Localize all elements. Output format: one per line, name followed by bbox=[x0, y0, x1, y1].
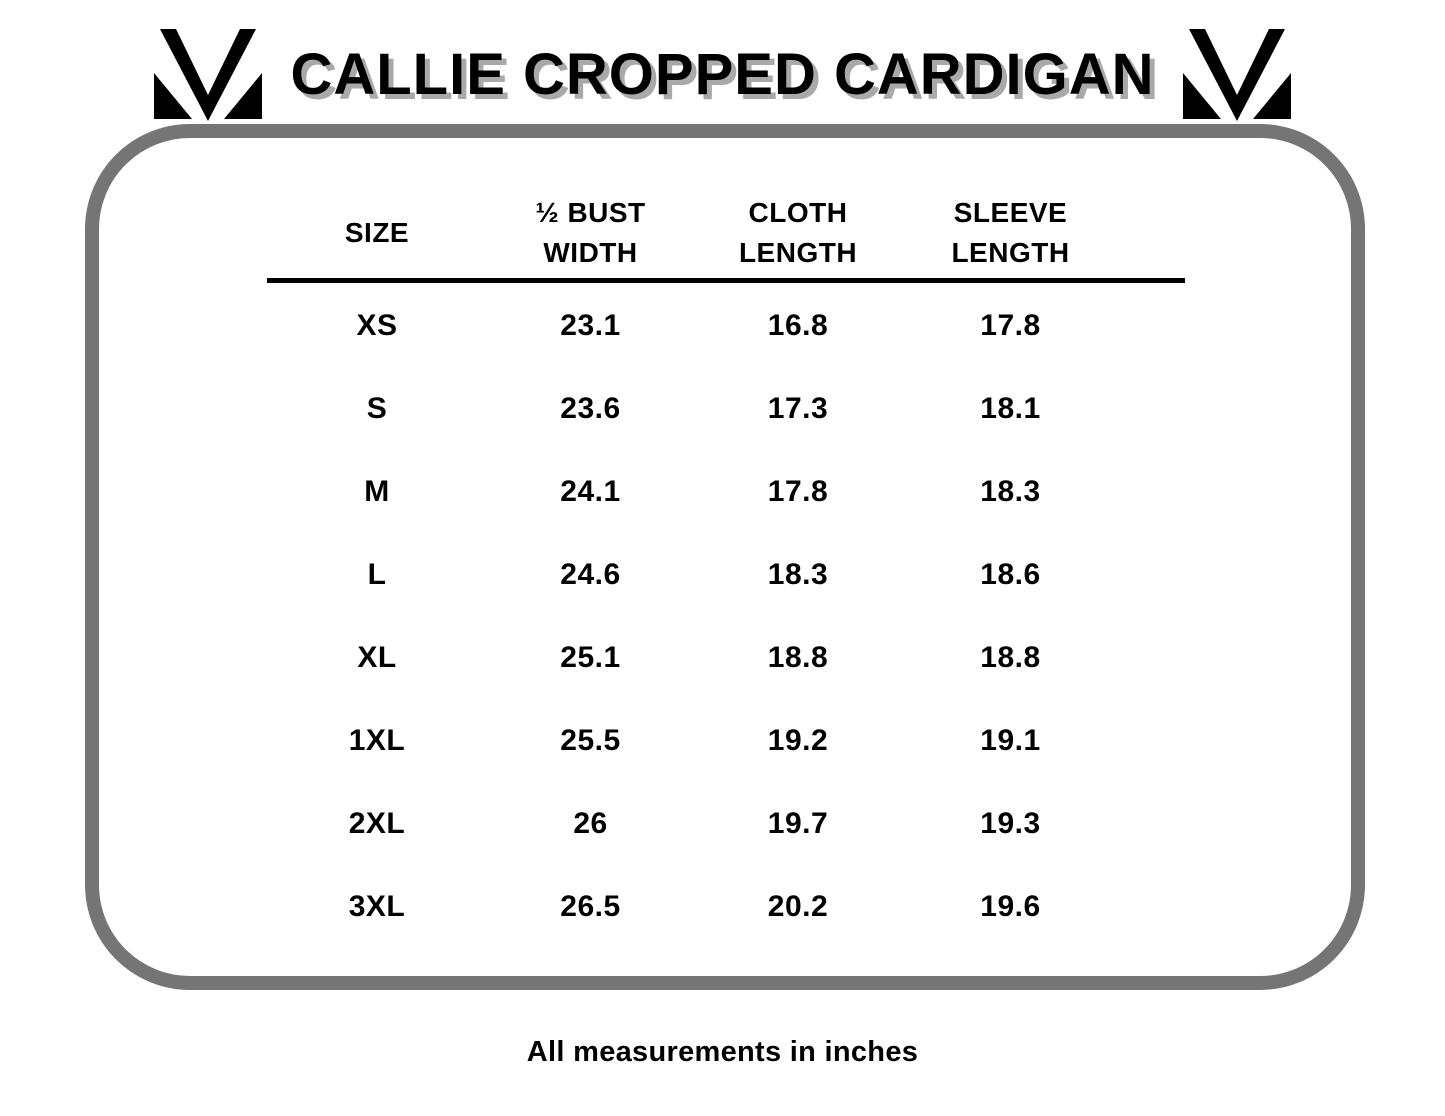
column-header-line: LENGTH bbox=[738, 237, 858, 268]
cloth-cell: 17.8 bbox=[767, 474, 829, 508]
bust-cell: 25.1 bbox=[560, 640, 621, 674]
sleeve-cell: 17.8 bbox=[980, 308, 1041, 342]
cloth-cell: 19.2 bbox=[767, 723, 829, 757]
sleeve-cell: 19.3 bbox=[980, 806, 1041, 840]
size-cell: XL bbox=[357, 640, 397, 674]
sleeve-cell: 19.1 bbox=[980, 723, 1041, 757]
size-cell: M bbox=[364, 474, 390, 508]
cloth-cell: 20.2 bbox=[767, 889, 829, 923]
column-header-line: SLEEVE bbox=[953, 197, 1068, 228]
bust-cell: 24.1 bbox=[560, 474, 621, 508]
table-row: XL 25.1 18.8 18.8 bbox=[267, 616, 1185, 699]
table-row: 2XL 26 19.7 19.3 bbox=[267, 782, 1185, 865]
header-divider-line bbox=[267, 278, 1185, 283]
size-cell: 1XL bbox=[348, 723, 406, 757]
table-row: M 24.1 17.8 18.3 bbox=[267, 450, 1185, 533]
m-monogram-icon bbox=[152, 27, 264, 121]
column-header-line: WIDTH bbox=[543, 237, 638, 268]
column-header-line: LENGTH bbox=[951, 237, 1070, 268]
bust-cell: 25.5 bbox=[560, 723, 621, 757]
size-cell: 2XL bbox=[348, 806, 406, 840]
size-chart-panel bbox=[85, 124, 1365, 990]
size-cell: 3XL bbox=[348, 889, 406, 923]
table-row: 3XL 26.5 20.2 19.6 bbox=[267, 865, 1185, 948]
column-header-line: ½ BUST bbox=[535, 197, 646, 228]
m-monogram-icon bbox=[1181, 27, 1293, 121]
header: CALLIE CROPPED CARDIGAN bbox=[0, 22, 1445, 126]
table-row: L 24.6 18.3 18.6 bbox=[267, 533, 1185, 616]
size-cell: XS bbox=[356, 308, 398, 342]
size-chart-table: SIZE ½ BUST WIDTH CLOTH LENGTH SLEEVE LE… bbox=[267, 192, 1185, 948]
cloth-cell: 16.8 bbox=[767, 308, 829, 342]
table-row: XS 23.1 16.8 17.8 bbox=[267, 284, 1185, 367]
cloth-cell: 17.3 bbox=[767, 391, 829, 425]
column-header-line: CLOTH bbox=[748, 197, 848, 228]
bust-cell: 23.6 bbox=[560, 391, 621, 425]
table-body: XS 23.1 16.8 17.8 S 23.6 17.3 18.1 M 24.… bbox=[267, 284, 1185, 948]
bust-cell: 23.1 bbox=[560, 308, 621, 342]
table-header-row: SIZE ½ BUST WIDTH CLOTH LENGTH SLEEVE LE… bbox=[267, 192, 1185, 274]
cloth-cell: 18.3 bbox=[767, 557, 829, 591]
column-header-sleeve-length: SLEEVE LENGTH bbox=[902, 193, 1119, 273]
column-header-bust-width: ½ BUST WIDTH bbox=[487, 193, 694, 273]
bust-cell: 26 bbox=[573, 806, 608, 840]
sleeve-cell: 18.8 bbox=[980, 640, 1041, 674]
cloth-cell: 19.7 bbox=[767, 806, 829, 840]
size-cell: L bbox=[367, 557, 387, 591]
sleeve-cell: 18.3 bbox=[980, 474, 1041, 508]
table-row: 1XL 25.5 19.2 19.1 bbox=[267, 699, 1185, 782]
table-row: S 23.6 17.3 18.1 bbox=[267, 367, 1185, 450]
column-header-cloth-length: CLOTH LENGTH bbox=[694, 193, 902, 273]
size-cell: S bbox=[366, 391, 388, 425]
bust-cell: 26.5 bbox=[560, 889, 621, 923]
sleeve-cell: 19.6 bbox=[980, 889, 1041, 923]
column-header-line: SIZE bbox=[344, 217, 410, 248]
bust-cell: 24.6 bbox=[560, 557, 621, 591]
column-header-size: SIZE bbox=[267, 213, 487, 253]
sleeve-cell: 18.6 bbox=[980, 557, 1041, 591]
cloth-cell: 18.8 bbox=[767, 640, 829, 674]
measurements-note: All measurements in inches bbox=[526, 1036, 919, 1068]
page-title: CALLIE CROPPED CARDIGAN bbox=[290, 41, 1155, 107]
sleeve-cell: 18.1 bbox=[980, 391, 1041, 425]
